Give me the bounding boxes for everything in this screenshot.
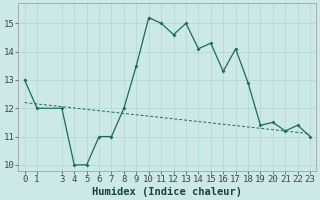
X-axis label: Humidex (Indice chaleur): Humidex (Indice chaleur) bbox=[92, 186, 242, 197]
